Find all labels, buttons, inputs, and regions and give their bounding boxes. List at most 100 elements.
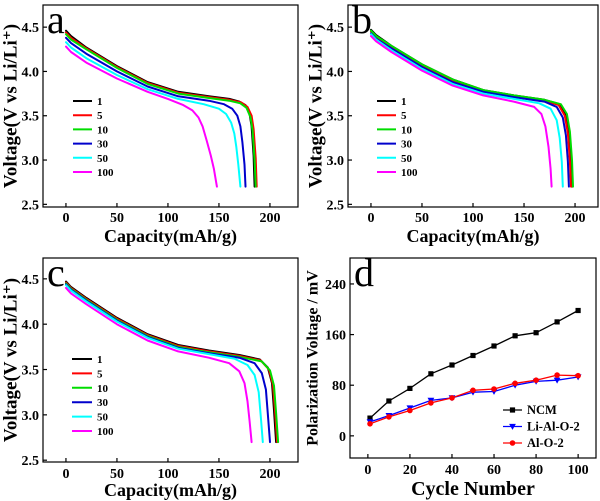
data-point-d-al-o-2-9: [554, 372, 560, 378]
y-axis-title-c: Voltage(V vs Li/Li⁺): [1, 278, 22, 442]
x-tick-label-d-3: 60: [487, 463, 501, 478]
legend-label-a-50: 50: [97, 153, 109, 165]
panel-a: 0 50 100 150 2002.53.03.54.04.5Capacity(mAh/…: [1, 0, 299, 247]
x-tick-label-a-0: 0: [62, 211, 69, 226]
legend-marker-d-ncm: [509, 407, 516, 413]
y-axis-title-d: Polarization Voltage / mV: [305, 270, 322, 446]
y-tick-label-b-0: 2.5: [327, 198, 345, 213]
y-tick-label-a-2: 3.5: [22, 110, 40, 125]
x-tick-label-d-2: 40: [445, 463, 459, 478]
data-point-d-ncm-3: [428, 371, 434, 377]
plot-frame-d: [349, 257, 597, 459]
y-tick-label-c-4: 4.5: [22, 273, 40, 288]
plot-frame-a: [42, 4, 299, 208]
legend-label-d-ncm: NCM: [527, 403, 557, 417]
series-line-c-100: [65, 286, 253, 444]
data-point-d-al-o-2-3: [428, 400, 434, 406]
y-tick-label-c-2: 3.5: [22, 364, 40, 379]
data-point-d-al-o-2-0: [367, 421, 373, 427]
legend-label-b-30: 30: [401, 139, 413, 151]
data-point-d-al-o-2-5: [470, 387, 476, 394]
x-tick-label-c-2: 100: [157, 467, 178, 482]
data-point-d-ncm-9: [554, 319, 560, 325]
x-tick-label-c-4: 200: [259, 467, 280, 482]
series-line-a-10: [65, 33, 257, 188]
y-tick-label-b-2: 3.5: [327, 110, 345, 125]
y-axis-title-b: Voltage(V vs Li/Li⁺): [306, 24, 327, 188]
x-axis-title-a: Capacity(mAh/g): [104, 226, 237, 247]
panel-letter-d: d: [354, 250, 374, 295]
x-tick-label-b-2: 100: [463, 211, 484, 226]
y-tick-label-a-4: 4.5: [22, 21, 40, 36]
legend-label-b-50: 50: [401, 153, 413, 165]
y-tick-label-c-1: 3.0: [22, 409, 40, 424]
x-tick-label-d-5: 100: [568, 463, 589, 478]
legend-label-d-li-al-o-2: Li-Al-O-2: [527, 420, 580, 434]
panel-c: 0 50 100 150 2002.53.03.54.04.5Capacity(mAh/…: [1, 250, 299, 501]
data-point-d-al-o-2-10: [575, 372, 581, 379]
x-tick-label-a-4: 200: [259, 211, 280, 226]
x-tick-label-b-0: 0: [367, 211, 374, 226]
x-tick-label-b-3: 150: [514, 211, 535, 226]
x-axis-title-c: Capacity(mAh/g): [104, 480, 237, 501]
data-point-d-ncm-6: [491, 343, 497, 349]
data-point-d-ncm-8: [533, 330, 539, 336]
data-point-d-al-o-2-8: [533, 377, 539, 384]
y-tick-label-b-1: 3.0: [327, 154, 345, 169]
legend-label-a-1: 1: [97, 96, 103, 108]
x-tick-label-d-0: 0: [364, 463, 371, 478]
legend-label-b-10: 10: [401, 124, 413, 136]
y-tick-label-d-3: 240: [325, 278, 346, 293]
legend-label-a-5: 5: [97, 110, 103, 122]
legend-b: 1 5 10 30 50 100: [377, 96, 418, 179]
x-tick-label-c-3: 150: [208, 467, 229, 482]
y-tick-label-c-0: 2.5: [22, 454, 40, 469]
legend-label-c-30: 30: [97, 397, 109, 409]
series-line-a-50: [65, 41, 242, 188]
panel-letter-c: c: [47, 250, 65, 295]
data-point-d-ncm-0: [367, 415, 373, 421]
data-point-d-al-o-2-4: [449, 395, 455, 401]
x-tick-label-a-3: 150: [208, 211, 229, 226]
panel-letter-a: a: [47, 0, 65, 42]
legend-label-c-1: 1: [97, 354, 103, 366]
legend-label-c-10: 10: [97, 383, 109, 395]
y-axis-title-a: Voltage(V vs Li/Li⁺): [1, 24, 22, 188]
series-line-a-30: [65, 36, 247, 188]
x-tick-label-a-2: 100: [157, 211, 178, 226]
y-tick-label-b-4: 4.5: [327, 21, 345, 36]
panel-b: 0 50 100 150 2002.53.03.54.04.5Capacity(mAh/…: [306, 0, 599, 247]
data-point-d-ncm-4: [449, 362, 455, 368]
legend-label-a-100: 100: [97, 167, 114, 179]
legend-label-a-30: 30: [97, 139, 109, 151]
legend-marker-d-li-al-o-2: [509, 423, 516, 430]
data-point-d-ncm-7: [512, 333, 518, 339]
series-line-a-100: [65, 45, 218, 188]
series-line-c-50: [65, 284, 264, 444]
legend-label-b-5: 5: [401, 110, 407, 122]
x-axis-title-b: Capacity(mAh/g): [407, 226, 540, 247]
x-axis-title-d: Cycle Number: [411, 478, 535, 500]
data-point-d-li-al-o-2-9: [553, 377, 561, 384]
legend-label-c-100: 100: [97, 426, 114, 438]
legend-label-b-100: 100: [401, 167, 418, 179]
data-point-d-ncm-10: [575, 307, 581, 314]
y-tick-label-d-2: 160: [325, 329, 346, 344]
x-tick-label-a-1: 50: [110, 211, 124, 226]
legend-label-a-10: 10: [97, 124, 109, 136]
plot-frame-c: [42, 257, 299, 463]
x-tick-label-d-4: 80: [529, 463, 543, 478]
panel-letter-b: b: [352, 0, 372, 42]
data-point-d-al-o-2-1: [386, 414, 392, 420]
legend-a: 1 5 10 30 50 100: [73, 96, 114, 179]
data-point-d-ncm-5: [470, 352, 476, 359]
legend-label-c-5: 5: [97, 368, 103, 380]
x-tick-label-d-1: 20: [403, 463, 417, 478]
data-point-d-al-o-2-7: [512, 380, 518, 387]
y-tick-label-a-3: 4.0: [22, 65, 40, 80]
x-tick-label-c-0: 0: [62, 467, 69, 482]
y-tick-label-a-1: 3.0: [22, 154, 40, 169]
panel-d: 0 20 40 60 80 100 0 80 160 240 Cycle Number Polariz…: [305, 250, 597, 500]
data-point-d-ncm-1: [386, 398, 392, 404]
